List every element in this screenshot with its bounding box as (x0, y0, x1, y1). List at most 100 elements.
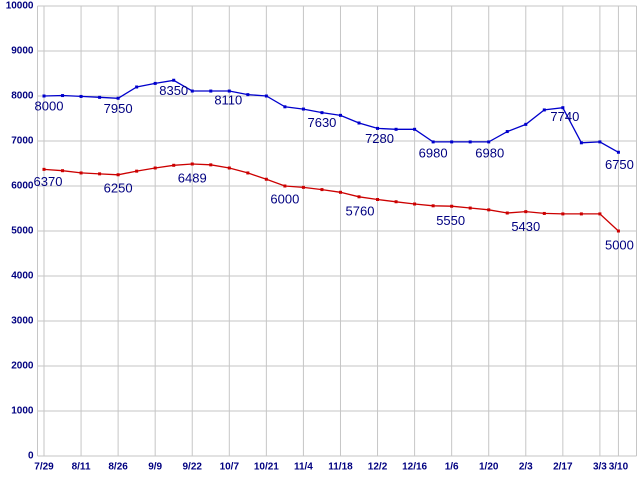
y-axis-tick-label: 9000 (11, 46, 34, 57)
y-axis-tick-label: 8000 (11, 91, 34, 102)
data-point-marker (579, 212, 583, 216)
data-point-marker (301, 107, 305, 111)
data-point-marker (487, 140, 491, 144)
data-point-value-label: 8000 (35, 99, 64, 114)
x-axis-tick-label: 12/16 (402, 461, 427, 472)
data-point-marker (246, 93, 250, 97)
data-point-marker (153, 166, 157, 170)
data-point-value-label: 5550 (436, 213, 465, 228)
data-point-marker (394, 127, 398, 131)
data-point-marker (320, 188, 324, 192)
x-axis-tick-label: 3/3 (593, 461, 607, 472)
data-point-marker (42, 94, 46, 98)
data-point-marker (190, 89, 194, 93)
data-point-marker (79, 94, 83, 98)
data-point-marker (116, 96, 120, 100)
x-axis-tick-label: 11/4 (294, 461, 313, 472)
data-point-marker (98, 95, 102, 99)
data-point-value-label: 6750 (605, 157, 634, 172)
y-axis-tick-label: 7000 (11, 136, 34, 147)
y-axis-tick-label: 0 (28, 451, 34, 462)
data-point-marker (172, 78, 176, 82)
y-axis-tick-label: 6000 (11, 181, 34, 192)
x-axis-tick-label: 1/20 (479, 461, 499, 472)
data-point-marker (542, 108, 546, 112)
data-point-marker (542, 211, 546, 215)
x-axis-tick-label: 12/2 (368, 461, 388, 472)
y-axis-tick-label: 1000 (11, 406, 34, 417)
data-point-marker (190, 162, 194, 166)
data-point-marker (264, 177, 268, 181)
data-point-value-label: 8350 (159, 83, 188, 98)
upper-blue-series-line (43, 79, 619, 153)
data-point-marker (468, 140, 472, 144)
data-point-value-label: 6980 (419, 145, 448, 160)
data-point-marker (450, 140, 454, 144)
data-point-marker (42, 167, 46, 171)
data-point-marker (172, 163, 176, 167)
data-point-marker (598, 140, 602, 144)
data-point-marker (616, 229, 620, 233)
data-point-marker (61, 169, 65, 173)
data-point-marker (283, 105, 287, 109)
data-point-value-label: 6489 (178, 170, 207, 185)
x-axis-tick-label: 9/22 (183, 461, 203, 472)
data-point-marker (561, 212, 565, 216)
x-axis-tick-label: 7/29 (34, 461, 54, 472)
data-point-marker (579, 141, 583, 145)
data-point-marker (98, 172, 102, 176)
y-axis-tick-label: 4000 (11, 271, 34, 282)
data-point-marker (357, 195, 361, 199)
x-axis-tick-label: 10/21 (254, 461, 279, 472)
data-point-value-label: 6250 (104, 180, 133, 195)
data-point-marker (616, 150, 620, 154)
data-point-marker (376, 198, 380, 201)
data-point-marker (227, 89, 231, 93)
data-point-marker (468, 206, 472, 210)
data-point-value-label: 6000 (270, 192, 299, 207)
data-point-marker (431, 204, 435, 208)
data-point-marker (338, 113, 342, 117)
data-point-marker (61, 94, 65, 98)
data-point-marker (227, 166, 231, 170)
x-axis-tick-label: 8/11 (72, 461, 91, 472)
data-point-marker (487, 208, 491, 212)
y-axis-tick-label: 5000 (11, 226, 34, 237)
data-point-marker (450, 204, 454, 208)
data-point-marker (357, 121, 361, 125)
x-axis-tick-label: 2/17 (553, 461, 573, 472)
data-point-marker (209, 163, 213, 167)
data-point-marker (376, 126, 380, 130)
y-axis-tick-label: 3000 (11, 316, 34, 327)
x-axis-tick-label: 2/3 (519, 461, 533, 472)
data-point-marker (413, 127, 417, 131)
data-point-marker (135, 169, 139, 173)
data-point-marker (598, 212, 602, 216)
x-axis-tick-label: 11/18 (328, 461, 353, 472)
data-point-value-label: 8110 (214, 93, 242, 108)
data-point-marker (338, 190, 342, 194)
data-point-value-label: 7280 (365, 131, 394, 146)
data-point-value-label: 5000 (605, 238, 634, 253)
data-point-marker (283, 184, 287, 188)
data-point-value-label: 6980 (475, 145, 504, 160)
x-axis-tick-label: 3/10 (609, 461, 629, 472)
y-axis-tick-label: 2000 (11, 361, 34, 372)
x-axis-tick-label: 1/6 (445, 461, 459, 472)
data-point-marker (79, 171, 83, 175)
data-point-marker (264, 94, 268, 98)
data-point-value-label: 7950 (104, 101, 133, 116)
y-axis-tick-label: 10000 (6, 1, 34, 12)
data-point-marker (524, 122, 528, 126)
data-point-marker (320, 111, 324, 115)
x-axis-tick-label: 10/7 (220, 461, 240, 472)
data-point-marker (413, 202, 417, 206)
data-point-marker (246, 171, 250, 175)
data-point-value-label: 5430 (511, 219, 540, 234)
x-axis-tick-label: 9/9 (148, 461, 162, 472)
data-point-marker (524, 210, 528, 214)
data-point-marker (561, 106, 565, 110)
data-point-marker (135, 85, 139, 89)
